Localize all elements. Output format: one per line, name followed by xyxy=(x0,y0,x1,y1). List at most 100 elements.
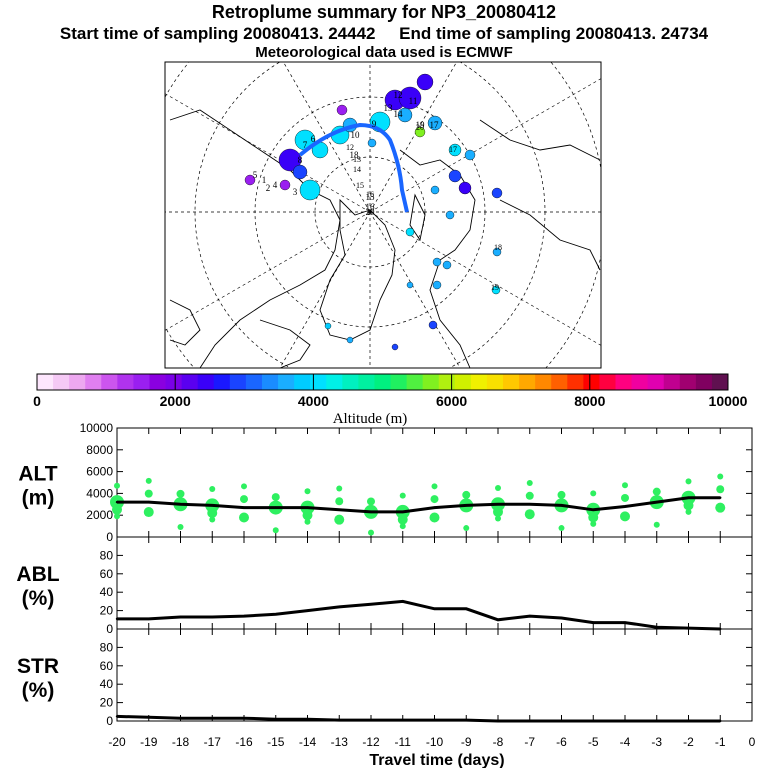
trajectory-day-label: 18 xyxy=(350,150,360,160)
trajectory-day-label: 7 xyxy=(303,140,308,150)
series-point-str xyxy=(369,718,373,722)
trajectory-day-label: 12 xyxy=(394,90,403,100)
cluster-day-label: 15 xyxy=(356,181,364,190)
coastline-5 xyxy=(259,319,311,368)
altitude-cluster-point xyxy=(399,523,406,530)
altitude-cluster-point xyxy=(524,509,535,520)
met-data-label: Meteorological data used is ECMWF xyxy=(255,44,513,61)
series-line-abl xyxy=(117,599,721,631)
series-point-alt xyxy=(211,504,214,507)
x-tick-label: -1 xyxy=(715,735,726,749)
mean-trajectory-line xyxy=(298,122,409,213)
y-tick-label: 4000 xyxy=(86,486,113,500)
colorbar-swatch xyxy=(310,374,327,390)
series-point-abl xyxy=(147,617,150,621)
map-graticule xyxy=(165,62,601,368)
y-tick-label: 2000 xyxy=(86,508,113,522)
altitude-cluster-point xyxy=(304,488,311,495)
colorbar-swatch xyxy=(695,374,713,390)
x-tick-label: -7 xyxy=(524,735,535,749)
colorbar-swatch xyxy=(53,374,70,390)
panel-unit-abl: (%) xyxy=(22,587,55,610)
trajectory-day-label: 9 xyxy=(372,119,377,129)
trajectory-day-label: 3 xyxy=(293,187,298,197)
colorbar-swatch xyxy=(486,374,504,390)
cluster-day-label: 12 xyxy=(346,143,354,152)
colorbar-swatch xyxy=(631,374,649,390)
panel-unit-alt: (m) xyxy=(22,487,55,510)
map-day-labels: 12 34567891011121314151617181920121314151… xyxy=(253,90,502,292)
panel-frame-abl xyxy=(116,536,753,630)
altitude-cluster-point xyxy=(622,482,628,489)
colorbar-swatch xyxy=(406,374,424,390)
series-point-alt xyxy=(369,510,373,514)
y-tick-label: 40 xyxy=(100,585,114,599)
series-point-abl xyxy=(211,615,214,619)
series-point-abl xyxy=(496,618,500,621)
y-tick-label: 0 xyxy=(106,714,113,728)
altitude-cluster-point xyxy=(717,473,724,480)
altitude-cluster-point xyxy=(715,502,726,513)
x-tick-label: -10 xyxy=(426,735,444,749)
colorbar-tick-label: 4000 xyxy=(298,393,329,409)
series-point-alt xyxy=(592,508,595,511)
panel-label-alt: ALT xyxy=(18,463,57,486)
x-tick-label: -19 xyxy=(140,735,158,749)
cluster-day-label: 16 xyxy=(366,190,374,199)
series-point-abl xyxy=(433,607,436,610)
series-point-alt xyxy=(338,508,341,511)
colorbar-swatch xyxy=(229,374,247,390)
y-tick-label: 8000 xyxy=(86,443,113,457)
trajectory-day-label: 17 xyxy=(430,120,440,130)
altitude-cluster-point xyxy=(304,518,311,525)
altitude-cluster-point xyxy=(653,521,660,528)
altitude-cluster-point xyxy=(144,489,153,498)
colorbar-tick-label: 8000 xyxy=(574,393,605,409)
altitude-cluster-point xyxy=(177,523,184,530)
series-point-str xyxy=(338,718,341,722)
colorbar-swatch xyxy=(374,374,392,390)
colorbar-swatch xyxy=(470,374,488,390)
series-point-abl xyxy=(242,614,246,618)
colorbar-swatch xyxy=(390,374,408,390)
altitude-cluster-point xyxy=(685,478,692,485)
colorbar-swatch xyxy=(519,374,536,390)
series-point-str xyxy=(655,719,658,723)
colorbar-swatch xyxy=(261,374,279,390)
series-point-alt xyxy=(401,510,404,514)
series-point-alt xyxy=(528,503,531,506)
panel-label-abl: ABL xyxy=(16,563,59,586)
series-point-abl xyxy=(338,605,341,609)
y-tick-label: 80 xyxy=(100,640,114,654)
map-coastlines xyxy=(169,109,601,368)
trajectory-point-7 xyxy=(398,86,422,110)
y-tick-label: 20 xyxy=(100,696,114,710)
altitude-cluster-point xyxy=(271,493,280,502)
trajectory-point-22 xyxy=(445,210,455,220)
altitude-cluster-point xyxy=(620,511,630,522)
coastline-6 xyxy=(409,193,426,242)
colorbar-swatch xyxy=(326,374,343,390)
trajectory-point-9 xyxy=(397,107,413,123)
series-point-str xyxy=(433,718,436,722)
series-point-str xyxy=(623,719,627,723)
meridian-330 xyxy=(369,78,601,213)
coastline-1 xyxy=(319,198,396,341)
polar-map: 12 34567891011121314151617181920121314151… xyxy=(164,61,602,369)
cluster-day-label: 20 xyxy=(416,123,424,132)
coastline-3 xyxy=(479,119,601,161)
series-point-str xyxy=(465,718,468,722)
series-point-abl xyxy=(655,625,658,629)
colorbar-swatch xyxy=(535,374,552,390)
trajectory-day-label: 16 xyxy=(366,202,376,212)
series-point-abl xyxy=(274,613,277,616)
series-point-abl xyxy=(115,617,119,621)
y-tick-label: 60 xyxy=(100,659,114,673)
trajectory-day-label: 11 xyxy=(409,96,418,106)
trajectory-point-20 xyxy=(491,187,503,199)
x-tick-label: -13 xyxy=(331,735,349,749)
trajectory-point-27 xyxy=(442,260,452,270)
x-tick-label: -18 xyxy=(172,735,190,749)
trajectory-day-label: 5 xyxy=(253,170,258,180)
series-point-abl xyxy=(465,607,468,610)
